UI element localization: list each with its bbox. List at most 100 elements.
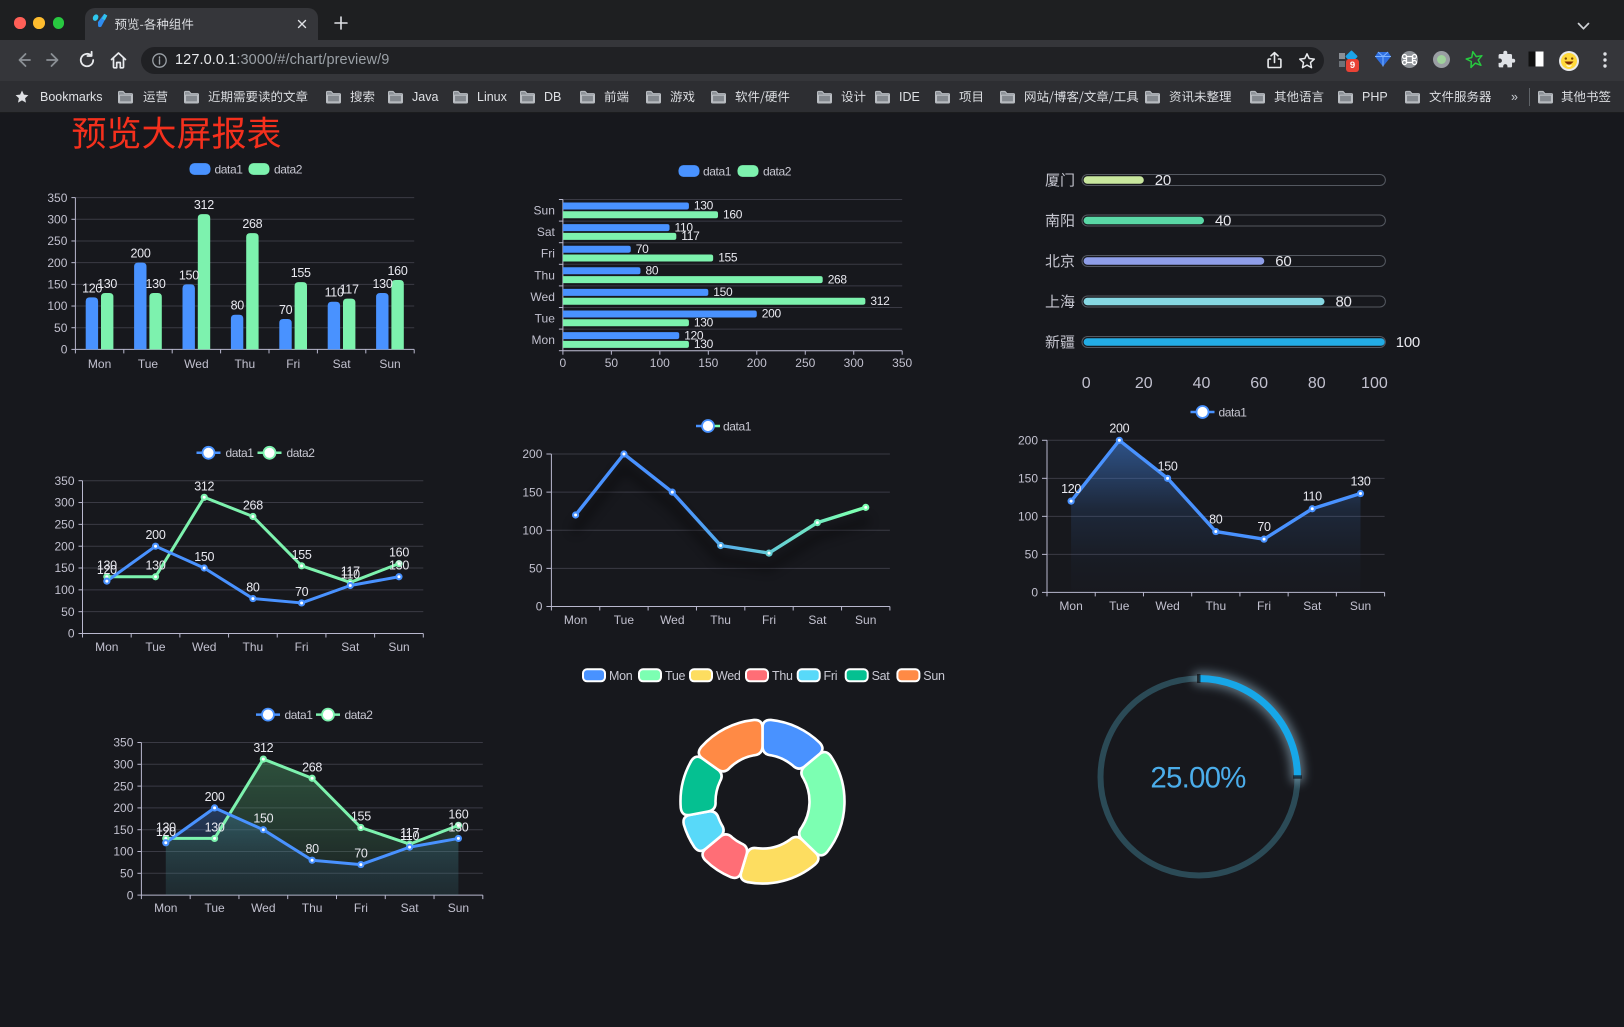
svg-text:Thu: Thu xyxy=(234,357,255,371)
svg-text:130: 130 xyxy=(1351,475,1371,489)
svg-text:0: 0 xyxy=(127,888,134,902)
svg-text:268: 268 xyxy=(302,760,322,774)
svg-text:70: 70 xyxy=(636,242,649,256)
svg-text:100: 100 xyxy=(54,583,74,597)
svg-text:100: 100 xyxy=(1396,334,1420,351)
svg-text:200: 200 xyxy=(522,447,542,461)
svg-text:120: 120 xyxy=(684,328,704,342)
svg-text:200: 200 xyxy=(205,790,225,804)
svg-text:70: 70 xyxy=(1257,520,1271,534)
svg-text:130: 130 xyxy=(373,277,393,291)
svg-text:20: 20 xyxy=(1135,375,1153,392)
svg-text:80: 80 xyxy=(1336,294,1352,311)
svg-text:110: 110 xyxy=(325,286,344,300)
svg-text:Sat: Sat xyxy=(808,613,827,627)
svg-text:60: 60 xyxy=(1250,375,1268,392)
svg-text:130: 130 xyxy=(694,199,714,213)
svg-text:268: 268 xyxy=(243,499,263,513)
svg-text:Wed: Wed xyxy=(530,290,554,304)
svg-text:Fri: Fri xyxy=(824,669,838,683)
svg-text:150: 150 xyxy=(713,285,733,299)
svg-text:50: 50 xyxy=(120,867,134,881)
svg-text:80: 80 xyxy=(305,842,319,856)
svg-text:200: 200 xyxy=(131,247,151,261)
svg-text:Sat: Sat xyxy=(537,225,556,239)
svg-text:Thu: Thu xyxy=(302,901,323,915)
svg-text:Sun: Sun xyxy=(855,613,876,627)
svg-text:120: 120 xyxy=(97,563,117,577)
svg-text:Mon: Mon xyxy=(154,901,177,915)
svg-text:100: 100 xyxy=(650,356,670,370)
svg-text:Tue: Tue xyxy=(204,901,225,915)
svg-text:Tue: Tue xyxy=(145,640,166,654)
svg-text:data2: data2 xyxy=(345,708,374,722)
svg-text:312: 312 xyxy=(253,741,273,755)
svg-text:Sun: Sun xyxy=(923,669,945,683)
svg-text:70: 70 xyxy=(295,585,309,599)
svg-text:130: 130 xyxy=(146,559,166,573)
svg-text:data1: data1 xyxy=(1219,405,1248,419)
svg-text:268: 268 xyxy=(828,272,848,286)
svg-text:Thu: Thu xyxy=(710,613,731,627)
svg-text:0: 0 xyxy=(1082,375,1091,392)
svg-text:Sun: Sun xyxy=(379,357,400,371)
svg-text:80: 80 xyxy=(231,299,245,313)
svg-text:130: 130 xyxy=(97,277,117,291)
svg-text:200: 200 xyxy=(113,801,133,815)
svg-text:50: 50 xyxy=(605,356,619,370)
svg-text:350: 350 xyxy=(892,356,912,370)
svg-text:Mon: Mon xyxy=(1059,599,1082,613)
svg-text:0: 0 xyxy=(536,600,543,614)
svg-text:Sat: Sat xyxy=(333,357,352,371)
svg-text:312: 312 xyxy=(194,479,214,493)
svg-text:300: 300 xyxy=(54,496,74,510)
svg-text:Sun: Sun xyxy=(534,204,555,218)
svg-text:0: 0 xyxy=(61,343,68,357)
svg-text:Thu: Thu xyxy=(534,268,555,282)
svg-text:Thu: Thu xyxy=(243,640,264,654)
svg-text:0: 0 xyxy=(68,627,75,641)
svg-text:Sat: Sat xyxy=(341,640,360,654)
svg-text:50: 50 xyxy=(54,321,68,335)
svg-text:100: 100 xyxy=(113,845,133,859)
svg-text:200: 200 xyxy=(47,256,67,270)
svg-text:110: 110 xyxy=(341,568,360,582)
svg-text:50: 50 xyxy=(529,562,543,576)
svg-text:data1: data1 xyxy=(226,446,255,460)
svg-text:130: 130 xyxy=(156,820,176,834)
svg-text:Thu: Thu xyxy=(772,669,793,683)
svg-text:70: 70 xyxy=(279,303,293,317)
svg-text:150: 150 xyxy=(113,823,133,837)
svg-text:0: 0 xyxy=(560,356,567,370)
svg-text:Tue: Tue xyxy=(665,669,686,683)
svg-text:200: 200 xyxy=(54,539,74,553)
svg-text:Sat: Sat xyxy=(872,669,891,683)
svg-text:150: 150 xyxy=(179,268,199,282)
svg-text:250: 250 xyxy=(54,518,74,532)
svg-text:117: 117 xyxy=(341,564,360,578)
svg-text:250: 250 xyxy=(113,779,133,793)
svg-text:130: 130 xyxy=(389,559,409,573)
svg-text:350: 350 xyxy=(113,736,133,750)
svg-text:160: 160 xyxy=(448,807,468,821)
svg-text:130: 130 xyxy=(146,277,166,291)
svg-text:130: 130 xyxy=(694,316,714,330)
svg-text:110: 110 xyxy=(400,829,419,843)
svg-text:200: 200 xyxy=(747,356,767,370)
svg-text:300: 300 xyxy=(844,356,864,370)
svg-text:Wed: Wed xyxy=(1155,599,1179,613)
svg-text:Mon: Mon xyxy=(609,669,633,683)
svg-text:150: 150 xyxy=(1018,472,1038,486)
svg-text:60: 60 xyxy=(1275,253,1291,270)
svg-text:150: 150 xyxy=(253,812,273,826)
svg-text:20: 20 xyxy=(1155,172,1171,189)
svg-text:130: 130 xyxy=(97,559,117,573)
svg-text:250: 250 xyxy=(795,356,815,370)
svg-text:Wed: Wed xyxy=(251,901,275,915)
svg-text:150: 150 xyxy=(1158,459,1178,473)
svg-text:160: 160 xyxy=(388,264,408,278)
svg-text:data1: data1 xyxy=(703,164,732,178)
svg-text:Fri: Fri xyxy=(286,357,300,371)
svg-text:100: 100 xyxy=(1361,375,1388,392)
svg-text:155: 155 xyxy=(351,810,371,824)
